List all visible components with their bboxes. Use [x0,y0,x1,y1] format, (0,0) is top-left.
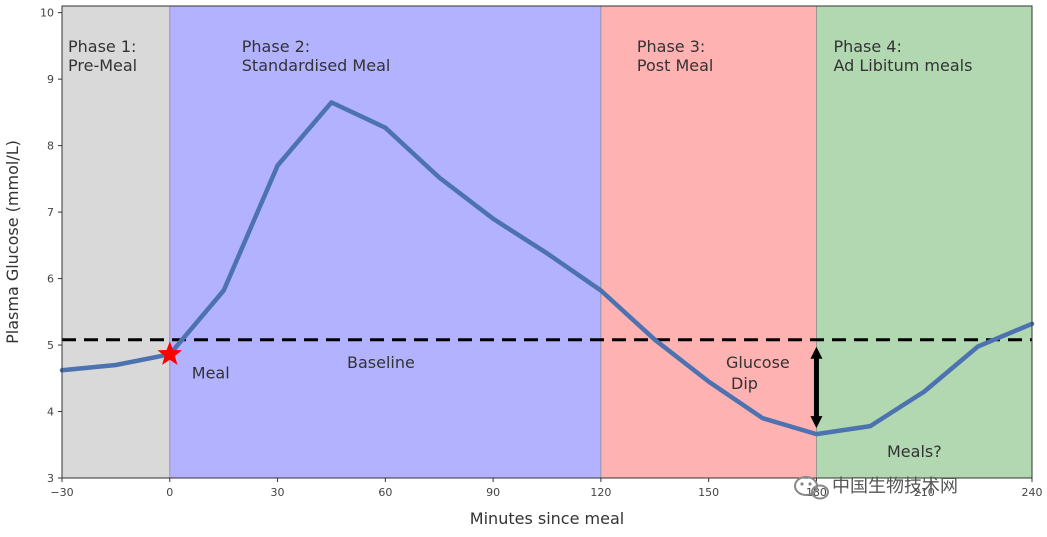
x-tick-label: 0 [166,486,173,499]
y-tick-label: 6 [47,273,54,286]
x-tick-label: 210 [914,486,935,499]
data-point [976,344,980,348]
data-point [276,164,280,168]
y-tick-label: 10 [40,7,54,20]
data-point [922,390,926,394]
phase-band-2 [169,6,601,478]
glucose-dip-arrow-head-bottom [810,416,823,429]
data-point [545,251,549,255]
data-point [707,380,711,384]
x-tick-label: 180 [806,486,827,499]
data-point [491,217,495,221]
x-tick-label: 60 [378,486,392,499]
phase-1-subtitle: Pre-Meal [68,56,137,75]
data-point [653,338,657,342]
series-line-glucose [59,100,1035,437]
x-axis-title: Minutes since meal [470,509,624,528]
data-point [599,289,603,293]
phase-band-4 [816,6,1032,478]
data-point [814,432,818,436]
phase-4-subtitle: Ad Libitum meals [833,56,972,75]
data-point [437,176,441,180]
y-tick-label: 7 [47,206,54,219]
wechat-icon [794,476,829,500]
data-point [114,363,118,367]
phase-1-title: Phase 1: [68,37,136,56]
data-point [868,424,872,428]
y-tick-label: 5 [47,339,54,352]
phase-3-subtitle: Post Meal [637,56,713,75]
y-tick-label: 3 [47,472,54,485]
data-point [761,416,765,420]
x-tick-label: 90 [486,486,500,499]
data-point [383,126,387,130]
phase-2-subtitle: Standardised Meal [242,56,391,75]
baseline-label: Baseline [347,353,415,372]
meals-question-label: Meals? [887,442,942,461]
meal-star-icon [157,341,183,365]
meal-label: Meal [192,363,230,382]
glucose-dip-label-line1: Glucose [726,353,790,372]
x-tick-label: −30 [50,486,73,499]
phase-band-1 [62,6,170,478]
x-tick-label: 120 [590,486,611,499]
x-tick-label: 30 [271,486,285,499]
x-tick-label: 150 [698,486,719,499]
data-point [329,100,333,104]
phase-4-title: Phase 4: [833,37,901,56]
y-tick-label: 8 [47,140,54,153]
y-tick-label: 4 [47,406,54,419]
y-tick-label: 9 [47,73,54,86]
y-axis-title: Plasma Glucose (mmol/L) [3,140,22,344]
phase-band-3 [600,6,817,478]
watermark: 中国生物技术网 [794,476,958,500]
plot-frame [61,5,1033,479]
glucose-dip-label-line2: Dip [731,374,758,393]
watermark-text: 中国生物技术网 [832,476,958,497]
x-tick-label: 240 [1022,486,1043,499]
glucose-dip-arrow-head-top [810,346,823,359]
data-point [222,289,226,293]
phase-2-title: Phase 2: [242,37,310,56]
phase-3-title: Phase 3: [637,37,705,56]
